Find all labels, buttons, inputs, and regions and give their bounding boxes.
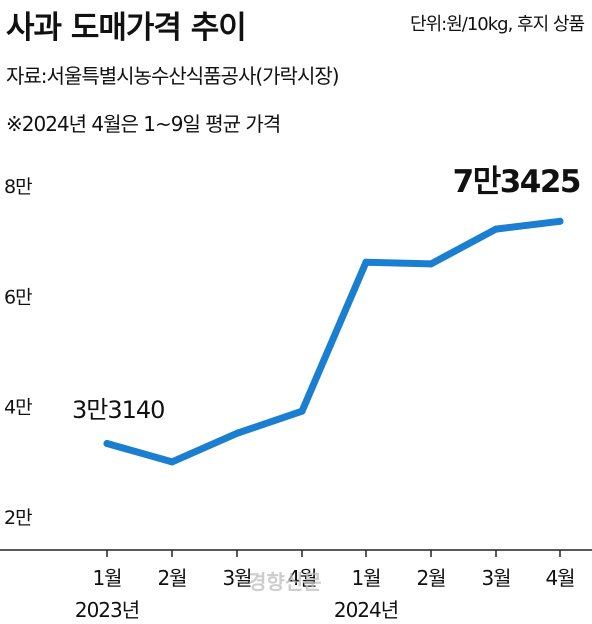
data-point bbox=[168, 458, 176, 466]
x-tick-label: 1월 bbox=[92, 566, 121, 590]
x-tick-label: 1월 bbox=[351, 566, 380, 590]
y-tick-label: 8만 bbox=[4, 176, 32, 198]
source-note: 자료:서울특별시농수산식품공사(가락시장) bbox=[6, 64, 340, 88]
data-point bbox=[427, 260, 435, 268]
unit-note: 단위:원/10kg, 후지 상품 bbox=[410, 14, 585, 35]
start-value-label: 3만3140 bbox=[72, 396, 164, 424]
x-tick-label: 3월 bbox=[481, 566, 510, 590]
x-tick-label: 4월 bbox=[545, 566, 574, 590]
price-series-line bbox=[103, 217, 564, 466]
x-tick-label: 3월 bbox=[222, 566, 251, 590]
y-tick-label: 2만 bbox=[4, 507, 32, 529]
data-point bbox=[233, 429, 241, 437]
end-value-label: 7만3425 bbox=[453, 164, 580, 200]
data-point bbox=[556, 217, 564, 225]
data-point bbox=[298, 407, 306, 415]
chart-title: 사과 도매가격 추이 bbox=[6, 10, 247, 46]
data-point bbox=[492, 225, 500, 233]
y-tick-label: 4만 bbox=[4, 397, 32, 419]
data-point bbox=[362, 258, 370, 266]
x-tick-label: 2월 bbox=[416, 566, 445, 590]
x-tick-label: 4월 bbox=[287, 566, 316, 590]
period-note: ※2024년 4월은 1~9일 평균 가격 bbox=[6, 112, 281, 136]
y-tick-label: 6만 bbox=[4, 286, 32, 308]
x-group-label: 2024년 bbox=[334, 598, 398, 622]
x-tick-label: 2월 bbox=[157, 566, 186, 590]
x-group-label: 2023년 bbox=[75, 598, 139, 622]
data-point bbox=[103, 440, 111, 447]
watermark-text: 경향신문 bbox=[248, 570, 322, 594]
